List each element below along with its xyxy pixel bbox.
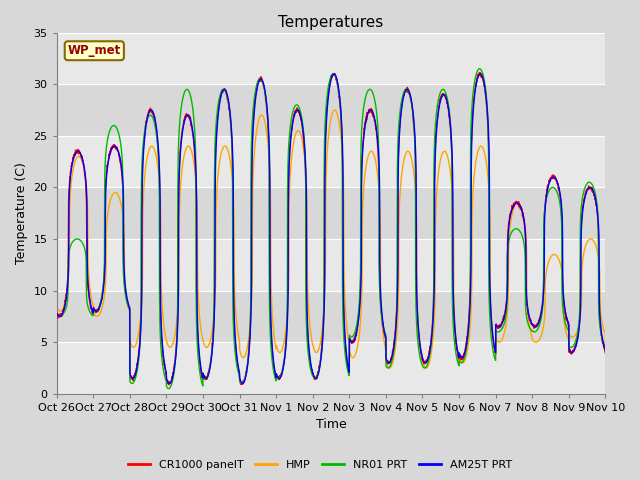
Bar [57,342,605,394]
Bar [57,187,605,239]
Legend: CR1000 panelT, HMP, NR01 PRT, AM25T PRT: CR1000 panelT, HMP, NR01 PRT, AM25T PRT [124,456,516,474]
Bar [57,239,605,290]
Bar [57,84,605,136]
Bar [57,136,605,187]
Bar [57,290,605,342]
Title: Temperatures: Temperatures [278,15,383,30]
Y-axis label: Temperature (C): Temperature (C) [15,162,28,264]
Bar [57,33,605,84]
X-axis label: Time: Time [316,419,346,432]
Text: WP_met: WP_met [68,44,121,57]
